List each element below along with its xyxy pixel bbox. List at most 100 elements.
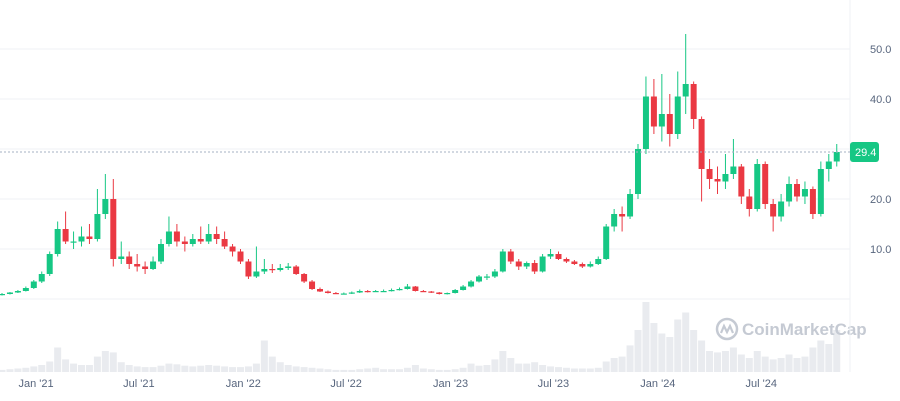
candle-down[interactable] (531, 260, 538, 274)
candle-up[interactable] (14, 290, 21, 293)
candle-up[interactable] (54, 221, 61, 257)
candle-down[interactable] (229, 244, 236, 257)
candle-down[interactable] (794, 179, 800, 202)
candle-up[interactable] (603, 224, 610, 260)
candle-down[interactable] (507, 249, 514, 264)
candle-up[interactable] (786, 176, 793, 207)
candle-up[interactable] (94, 189, 101, 242)
candle-down[interactable] (650, 79, 657, 134)
candle-down[interactable] (142, 261, 149, 275)
candle-down[interactable] (317, 287, 323, 293)
candle-up[interactable] (158, 239, 164, 264)
candle-up[interactable] (285, 263, 292, 270)
candle-up[interactable] (388, 288, 395, 292)
candle-up[interactable] (595, 256, 602, 266)
candle-down[interactable] (738, 164, 745, 204)
candle-up[interactable] (476, 275, 482, 283)
candle-up[interactable] (205, 224, 212, 244)
candle-up[interactable] (754, 159, 761, 212)
candle-up[interactable] (444, 292, 451, 295)
candle-down[interactable] (555, 251, 562, 261)
candle-down[interactable] (293, 265, 300, 275)
candle-up[interactable] (396, 287, 403, 291)
candle-down[interactable] (269, 264, 276, 273)
candle-up[interactable] (491, 269, 498, 278)
candle-down[interactable] (420, 290, 427, 293)
candle-up[interactable] (658, 74, 665, 142)
candle-down[interactable] (436, 292, 443, 295)
candle-down[interactable] (746, 189, 753, 217)
candle-down[interactable] (213, 226, 220, 245)
candle-up[interactable] (380, 289, 387, 293)
candle-down[interactable] (579, 262, 586, 269)
candle-up[interactable] (30, 280, 37, 289)
candle-up[interactable] (452, 289, 459, 294)
candle-down[interactable] (245, 259, 252, 279)
candle-up[interactable] (722, 154, 729, 189)
candle-up[interactable] (547, 249, 554, 259)
candle-down[interactable] (666, 94, 673, 147)
candle-down[interactable] (173, 224, 180, 247)
candle-up[interactable] (372, 290, 379, 293)
candle-up[interactable] (102, 174, 109, 219)
candle-up[interactable] (483, 274, 490, 280)
candle-up[interactable] (817, 161, 824, 217)
candle-up[interactable] (150, 256, 157, 271)
candle-down[interactable] (86, 224, 93, 244)
candle-up[interactable] (778, 194, 785, 222)
candle-down[interactable] (237, 249, 244, 264)
candle-down[interactable] (221, 231, 228, 250)
candle-up[interactable] (348, 291, 355, 295)
candle-up[interactable] (165, 216, 172, 247)
candle-up[interactable] (253, 246, 260, 279)
candle-down[interactable] (332, 292, 339, 295)
candle-down[interactable] (126, 251, 133, 270)
candle-up[interactable] (539, 254, 546, 273)
candle-down[interactable] (690, 81, 697, 130)
candle-down[interactable] (563, 257, 570, 264)
candle-up[interactable] (6, 292, 13, 295)
candle-up[interactable] (38, 271, 45, 284)
candle-down[interactable] (619, 206, 626, 232)
candle-up[interactable] (404, 284, 411, 290)
candle-down[interactable] (197, 226, 204, 245)
candle-up[interactable] (468, 280, 475, 288)
candle-down[interactable] (809, 186, 816, 220)
candle-up[interactable] (78, 226, 85, 247)
candle-up[interactable] (635, 144, 641, 199)
candle-down[interactable] (134, 254, 141, 272)
candle-down[interactable] (301, 273, 308, 283)
candle-up[interactable] (460, 285, 467, 291)
candle-down[interactable] (714, 166, 721, 195)
candle-up[interactable] (674, 71, 681, 140)
candle-down[interactable] (62, 211, 69, 245)
candle-up[interactable] (611, 209, 618, 232)
candle-down[interactable] (110, 179, 117, 267)
candle-up[interactable] (833, 144, 840, 167)
candle-down[interactable] (428, 291, 435, 293)
candle-down[interactable] (571, 260, 578, 265)
candle-up[interactable] (825, 154, 832, 182)
candle-down[interactable] (515, 259, 522, 270)
candle-down[interactable] (364, 290, 371, 293)
candle-down[interactable] (181, 236, 188, 252)
candle-up[interactable] (0, 293, 5, 296)
candle-down[interactable] (309, 280, 316, 290)
candle-up[interactable] (587, 261, 594, 268)
candle-up[interactable] (261, 259, 268, 274)
candle-up[interactable] (340, 292, 347, 295)
candle-up[interactable] (627, 189, 634, 219)
candle-up[interactable] (642, 76, 649, 155)
candle-up[interactable] (801, 181, 808, 205)
candle-up[interactable] (356, 289, 363, 294)
candle-up[interactable] (523, 261, 530, 270)
candle-down[interactable] (698, 116, 705, 202)
candle-up[interactable] (682, 34, 689, 114)
candle-down[interactable] (762, 161, 769, 210)
candle-up[interactable] (189, 234, 196, 247)
candle-up[interactable] (118, 241, 125, 265)
candle-up[interactable] (46, 251, 53, 277)
candle-down[interactable] (412, 286, 419, 292)
candle-down[interactable] (770, 199, 777, 232)
